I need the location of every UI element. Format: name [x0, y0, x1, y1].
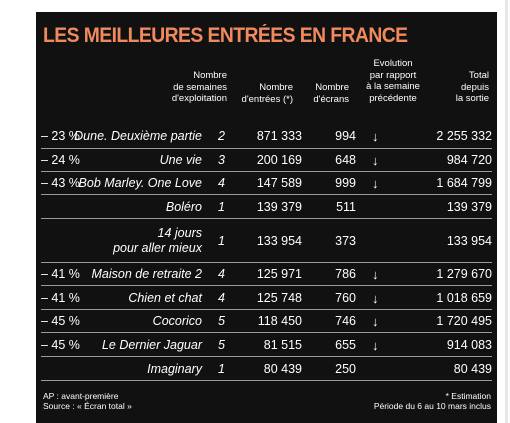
- cell-evolution: – 41 %: [41, 267, 80, 281]
- down-arrow-icon: ↓: [372, 176, 379, 191]
- page-title: LES MEILLEURES ENTRÉES EN FRANCE: [43, 24, 408, 47]
- edge-stripe: [505, 0, 508, 423]
- down-arrow-icon: ↓: [372, 267, 379, 282]
- cell-screens: 786: [335, 267, 356, 281]
- cell-entries: 133 954: [256, 234, 302, 248]
- cell-screens: 655: [335, 338, 356, 352]
- footer-estimation: * Estimation: [445, 391, 491, 401]
- cell-weeks: 5: [218, 314, 225, 328]
- cell-total: 984 720: [446, 153, 492, 167]
- cell-weeks: 1: [218, 200, 225, 214]
- table-row: Imaginary 1 80 439 250 80 439: [41, 357, 492, 381]
- footer-period: Période du 6 au 10 mars inclus: [373, 401, 491, 411]
- cell-weeks: 2: [218, 129, 225, 143]
- down-arrow-icon: ↓: [372, 338, 379, 353]
- cell-evolution: – 45 %: [41, 314, 80, 328]
- cell-weeks: 1: [218, 362, 225, 376]
- film-title: Bob Marley. One Love: [78, 176, 202, 190]
- table-row: Maison de retraite 2 4 125 971 786 ↓ – 41 % 1 …: [41, 263, 492, 286]
- film-title: 14 jours pour aller mieux: [113, 226, 202, 255]
- cell-entries: 125 748: [256, 291, 302, 305]
- cell-screens: 648: [335, 153, 356, 167]
- row-divider: [41, 194, 492, 195]
- row-divider: [41, 309, 492, 310]
- header-total: Total depuis la sortie: [455, 70, 489, 104]
- film-title: Cocorico: [152, 314, 202, 328]
- cell-total: 1 279 670: [436, 267, 492, 281]
- table-row: Une vie 3 200 169 648 ↓ – 24 % 984 720: [41, 149, 492, 172]
- cell-evolution: – 23 %: [41, 129, 80, 143]
- film-title: Chien et chat: [128, 291, 202, 305]
- cell-total: 139 379: [446, 200, 492, 214]
- footer-source: Source : « Écran total »: [43, 401, 132, 411]
- cell-entries: 139 379: [256, 200, 302, 214]
- cell-entries: 118 450: [257, 314, 302, 328]
- row-divider: [41, 380, 492, 381]
- row-divider: [41, 171, 492, 172]
- down-arrow-icon: ↓: [372, 129, 379, 144]
- cell-entries: 81 515: [263, 338, 302, 352]
- cell-weeks: 3: [218, 153, 225, 167]
- footer-ap-note: AP : avant-première: [43, 391, 119, 401]
- film-title: Imaginary: [147, 362, 202, 376]
- cell-total: 133 954: [446, 234, 492, 248]
- table-row: Le Dernier Jaguar 5 81 515 655 ↓ – 45 % 914 08…: [41, 333, 492, 357]
- cell-evolution: – 45 %: [41, 338, 80, 352]
- cell-screens: 760: [335, 291, 356, 305]
- cell-screens: 250: [335, 362, 356, 376]
- film-title: Une vie: [159, 153, 202, 167]
- table-row: Boléro 1 139 379 511 139 379: [41, 195, 492, 219]
- cell-evolution: – 43 %: [41, 176, 80, 190]
- cell-total: 1 720 495: [436, 314, 492, 328]
- row-divider: [41, 148, 492, 149]
- row-divider: [41, 262, 492, 263]
- header-evolution: Evolution par rapport à la semaine précé…: [366, 58, 420, 104]
- cell-total: 1 018 659: [436, 291, 492, 305]
- table-row: 14 jours pour aller mieux 1 133 954 373 133 …: [41, 219, 492, 263]
- table-row: Bob Marley. One Love 4 147 589 999 ↓ – 43 % 1 …: [41, 172, 492, 195]
- header-screens: Nombre d'écrans: [313, 82, 349, 105]
- table-row: Cocorico 5 118 450 746 ↓ – 45 % 1 720 495: [41, 310, 492, 333]
- film-title: Maison de retraite 2: [91, 267, 202, 281]
- cell-screens: 999: [335, 176, 356, 190]
- header-weeks: Nombre de semaines d'exploitation: [171, 70, 227, 104]
- cell-screens: 746: [335, 314, 356, 328]
- cell-total: 1 684 799: [436, 176, 492, 190]
- cell-weeks: 4: [218, 291, 225, 305]
- row-divider: [41, 332, 492, 333]
- cell-weeks: 1: [218, 234, 225, 248]
- header-entries: Nombre d'entrées (*): [241, 82, 293, 105]
- cell-entries: 200 169: [256, 153, 302, 167]
- cell-total: 2 255 332: [436, 129, 492, 143]
- cell-entries: 871 333: [256, 129, 302, 143]
- cell-screens: 994: [335, 129, 356, 143]
- cell-entries: 147 589: [256, 176, 302, 190]
- row-divider: [41, 356, 492, 357]
- cell-screens: 511: [336, 200, 356, 214]
- cell-evolution: – 24 %: [41, 153, 80, 167]
- box-office-panel: LES MEILLEURES ENTRÉES EN FRANCE Nombre …: [36, 12, 497, 423]
- down-arrow-icon: ↓: [372, 291, 379, 306]
- cell-evolution: – 41 %: [41, 291, 80, 305]
- cell-screens: 373: [335, 234, 356, 248]
- film-title: Boléro: [165, 200, 202, 214]
- cell-entries: 125 971: [256, 267, 302, 281]
- cell-total: 80 439: [453, 362, 492, 376]
- down-arrow-icon: ↓: [372, 153, 379, 168]
- cell-weeks: 4: [218, 176, 225, 190]
- row-divider: [41, 218, 492, 219]
- down-arrow-icon: ↓: [372, 314, 379, 329]
- cell-weeks: 4: [218, 267, 225, 281]
- cell-weeks: 5: [218, 338, 225, 352]
- row-divider: [41, 285, 492, 286]
- film-title: Le Dernier Jaguar: [101, 338, 202, 352]
- cell-entries: 80 439: [263, 362, 302, 376]
- table-row: Chien et chat 4 125 748 760 ↓ – 41 % 1 018 659: [41, 286, 492, 310]
- table-row: Dune. Deuxième partie 2 871 333 994 ↓ – 23 % 2…: [41, 124, 492, 149]
- film-title: Dune. Deuxième partie: [74, 129, 202, 143]
- cell-total: 914 083: [446, 338, 492, 352]
